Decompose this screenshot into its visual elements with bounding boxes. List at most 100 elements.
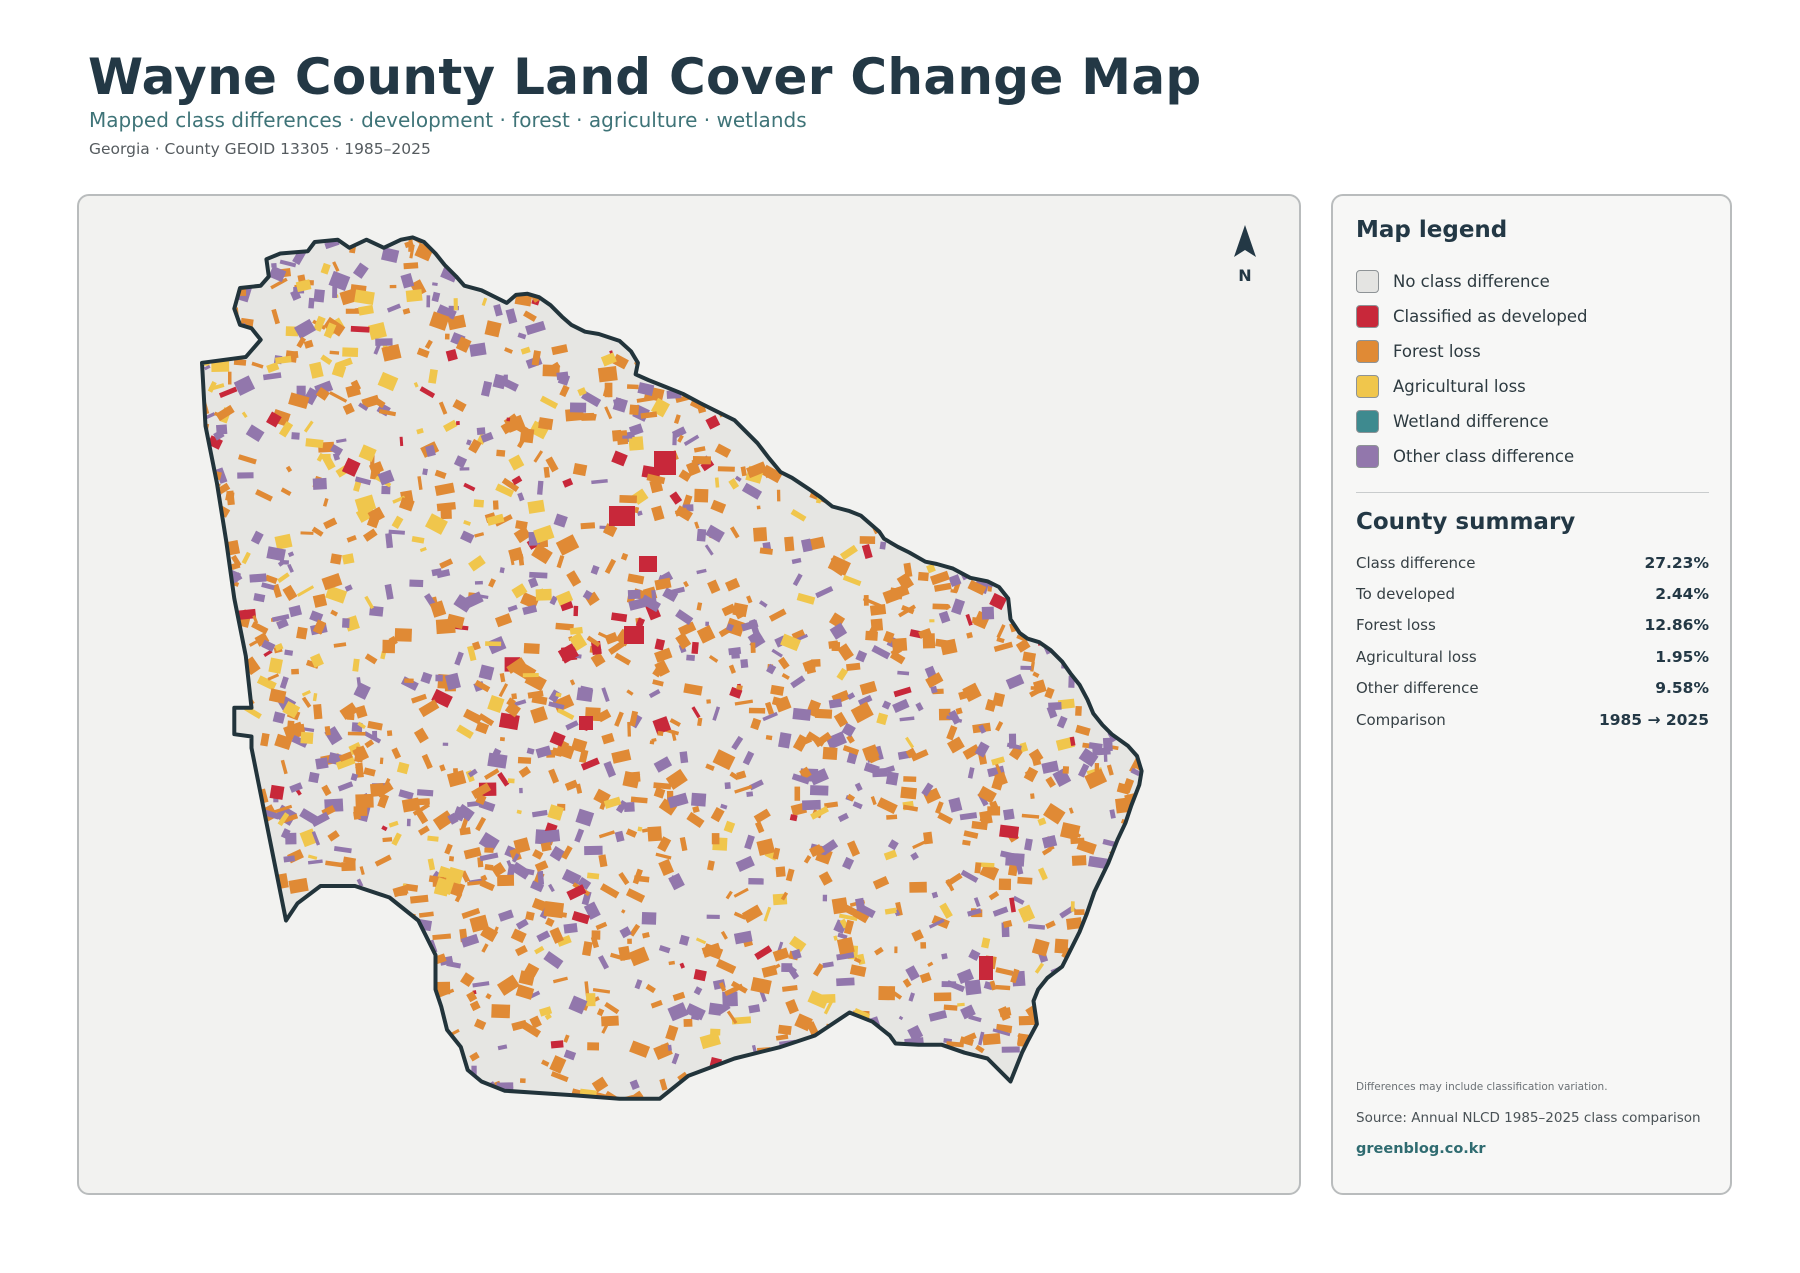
summary-value: 27.23% — [1644, 553, 1709, 572]
county-map[interactable] — [79, 196, 1301, 1195]
change-patch — [269, 784, 285, 800]
change-patch — [443, 239, 458, 254]
change-patch — [529, 420, 550, 440]
change-patch — [674, 246, 697, 268]
change-patch — [652, 679, 664, 687]
change-patch — [205, 280, 228, 299]
change-patch — [707, 579, 721, 594]
change-patch — [674, 507, 688, 517]
change-patch — [827, 319, 837, 333]
change-patch — [282, 700, 301, 719]
change-patch — [649, 740, 655, 745]
change-patch — [764, 340, 781, 353]
change-patch — [921, 538, 932, 553]
change-patch — [906, 407, 925, 423]
change-patch — [765, 734, 773, 741]
change-patch — [1172, 1126, 1186, 1143]
change-patch — [942, 250, 957, 264]
change-patch — [1111, 956, 1120, 961]
change-patch — [338, 933, 349, 946]
change-patch — [1094, 308, 1110, 322]
change-patch — [228, 796, 238, 806]
change-patch — [711, 833, 720, 845]
change-patch — [695, 937, 707, 945]
change-patch — [299, 1120, 305, 1129]
change-patch — [1179, 1044, 1191, 1054]
change-patch — [1179, 1042, 1187, 1049]
change-patch — [332, 452, 341, 461]
change-patch — [958, 269, 978, 287]
change-patch — [822, 894, 828, 902]
change-patch — [1152, 1133, 1171, 1143]
change-patch — [262, 809, 280, 820]
change-patch — [1152, 227, 1169, 233]
change-patch — [880, 304, 898, 319]
change-patch — [202, 340, 206, 356]
change-patch — [537, 870, 545, 886]
change-patch — [315, 387, 330, 401]
change-patch — [850, 701, 874, 724]
change-patch — [368, 1081, 381, 1093]
change-patch — [685, 1003, 706, 1021]
change-patch — [915, 702, 924, 712]
change-patch — [511, 693, 518, 700]
change-patch — [295, 1067, 314, 1081]
change-patch — [629, 1079, 640, 1091]
change-patch — [202, 948, 210, 961]
change-patch — [627, 589, 641, 600]
change-patch — [1130, 767, 1141, 777]
change-patch — [443, 1065, 455, 1081]
change-patch — [1159, 822, 1163, 832]
change-patch — [879, 541, 887, 550]
change-patch — [1026, 450, 1044, 468]
change-patch — [766, 409, 778, 419]
change-patch — [1023, 766, 1039, 783]
change-patch — [842, 574, 862, 587]
change-patch — [565, 720, 579, 731]
change-patch — [766, 237, 787, 257]
change-patch — [284, 649, 294, 656]
change-patch — [1130, 706, 1139, 721]
change-patch — [753, 1076, 767, 1089]
change-patch — [421, 753, 433, 770]
change-patch — [290, 961, 304, 974]
change-patch — [1152, 257, 1166, 268]
change-patch — [984, 402, 1000, 407]
change-patch — [626, 689, 634, 696]
change-patch — [513, 1122, 517, 1137]
change-patch — [956, 282, 967, 293]
change-patch — [272, 583, 282, 598]
change-patch — [474, 679, 491, 693]
change-patch — [609, 1100, 618, 1110]
change-patch — [852, 801, 863, 810]
change-patch — [1050, 511, 1056, 525]
change-patch — [288, 958, 299, 968]
change-patch — [1045, 1007, 1059, 1013]
change-patch — [910, 238, 929, 255]
change-patch — [519, 428, 535, 444]
change-patch — [777, 941, 784, 953]
change-patch — [328, 270, 351, 292]
change-patch — [1126, 1098, 1137, 1099]
change-patch — [753, 808, 771, 824]
change-patch — [1184, 826, 1192, 834]
change-patch — [410, 279, 427, 297]
change-patch — [697, 717, 703, 727]
change-patch — [1117, 650, 1138, 665]
change-patch — [665, 1024, 679, 1041]
change-patch — [507, 604, 518, 612]
change-patch — [759, 328, 775, 345]
change-patch — [526, 747, 535, 755]
change-patch — [748, 779, 764, 791]
site-link[interactable]: greenblog.co.kr — [1356, 1141, 1486, 1157]
change-patch — [552, 976, 568, 984]
change-patch — [928, 918, 945, 929]
change-patch — [1131, 1123, 1137, 1130]
change-patch — [1160, 574, 1172, 584]
change-patch — [296, 585, 315, 597]
map-panel[interactable] — [77, 194, 1301, 1195]
change-patch — [360, 1028, 381, 1045]
change-patch — [1100, 366, 1115, 376]
change-patch — [519, 1078, 526, 1084]
change-patch — [978, 1031, 985, 1046]
